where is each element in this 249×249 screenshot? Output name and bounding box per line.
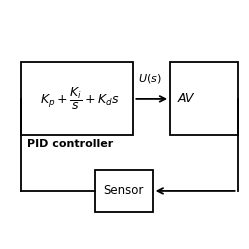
Text: $U(s)$: $U(s)$: [138, 71, 162, 84]
Bar: [170, 62, 238, 135]
Text: $K_p + \dfrac{K_i}{s} + K_d s$: $K_p + \dfrac{K_i}{s} + K_d s$: [40, 86, 119, 112]
Bar: [95, 170, 153, 212]
Text: AV: AV: [177, 92, 194, 105]
Text: Sensor: Sensor: [104, 185, 144, 197]
Text: PID controller: PID controller: [27, 139, 114, 149]
Bar: [21, 62, 133, 135]
